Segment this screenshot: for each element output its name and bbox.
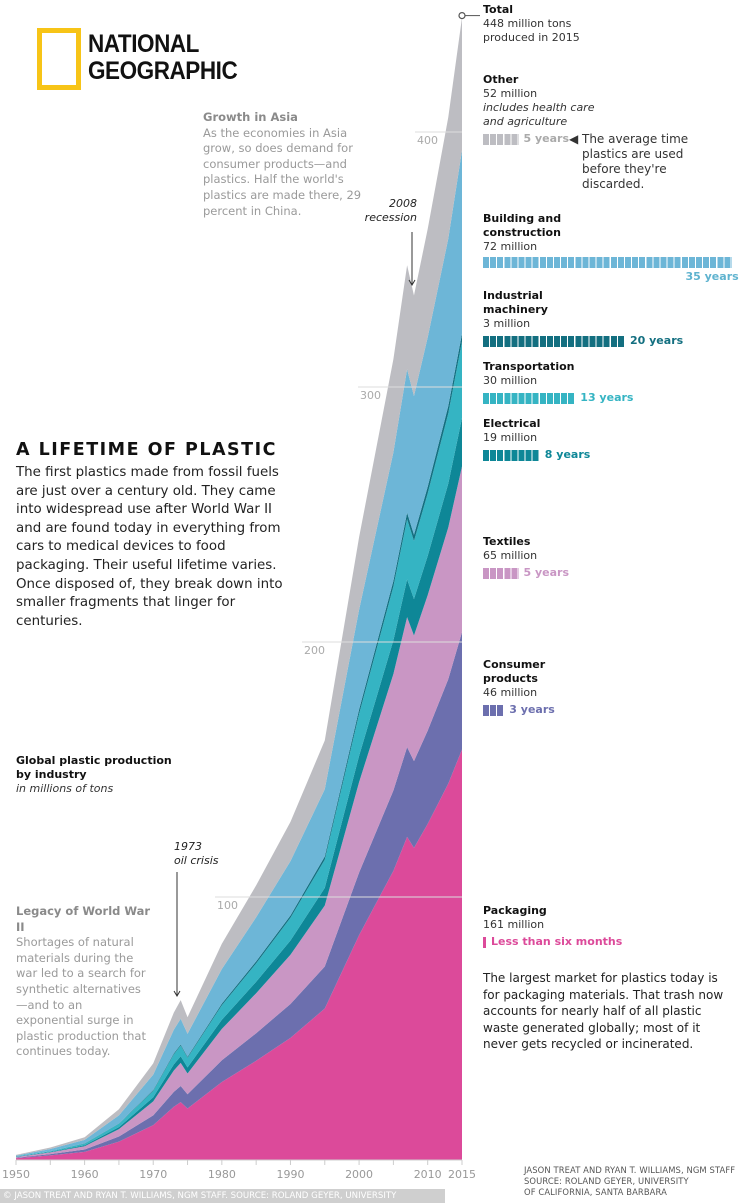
y-tick-label: 200: [304, 644, 325, 657]
national-geographic-logo-frame: [37, 28, 81, 90]
legend-amount: 3 million: [483, 317, 531, 330]
x-tick-label: 1950: [2, 1168, 30, 1181]
annotation-label: oil crisis: [174, 854, 219, 867]
lifetime-label: 5 years: [523, 566, 570, 579]
lifetime-label: 20 years: [630, 334, 684, 347]
lifetime-label: 5 years: [523, 132, 570, 145]
total-marker: [458, 12, 466, 20]
x-tick-label: 2015: [448, 1168, 476, 1181]
intro-text: The first plastics made from fossil fuel…: [16, 465, 283, 629]
watermark: © JASON TREAT AND RYAN T. WILLIAMS, NGM …: [0, 1189, 445, 1203]
legend-note: includes health care and agriculture: [483, 101, 595, 128]
lifetime-label: Less than six months: [491, 935, 623, 948]
area-other: [16, 17, 462, 1156]
lifetime-bar: [483, 257, 732, 268]
legacy-heading: Legacy of World War II: [16, 904, 151, 934]
lifetime-label: 8 years: [544, 448, 591, 461]
legend-amount: 161 million: [483, 918, 545, 931]
legend-amount: 52 million: [483, 87, 538, 100]
growth-asia-heading: Growth in Asia: [203, 110, 298, 124]
area-building-and-construction: [16, 150, 462, 1157]
legend-heading: Other: [483, 73, 519, 86]
y-tick-label: 300: [360, 389, 381, 402]
legend-amount: 19 million: [483, 431, 538, 444]
page-title: A LIFETIME OF PLASTIC: [16, 440, 277, 460]
x-tick-label: 2000: [345, 1168, 373, 1181]
legend-industrial-machinery: Industrial machinery 3 million 20 years: [483, 289, 743, 348]
legend-consumer-products: Consumer products 46 million 3 years: [483, 658, 743, 717]
legend-heading: Building and: [483, 212, 562, 225]
legend-heading: machinery: [483, 303, 548, 316]
area-transportation: [16, 341, 462, 1157]
legend-electrical: Electrical 19 million 8 years: [483, 417, 743, 462]
legend-heading: Electrical: [483, 417, 541, 430]
lifetime-bar: [483, 567, 519, 579]
legend-amount: 46 million: [483, 686, 538, 699]
growth-asia-note: Growth in Asia As the economies in Asia …: [203, 110, 378, 219]
y-tick-label: 400: [417, 134, 438, 147]
legend-heading: Transportation: [483, 360, 575, 373]
pointer-left-icon: ◀: [569, 132, 579, 146]
lifetime-bar: [483, 936, 486, 948]
legend-transportation: Transportation 30 million 13 years: [483, 360, 743, 405]
annotation-label: 2008: [389, 197, 417, 210]
total-label: Total 448 million tons produced in 2015: [483, 3, 580, 44]
legend-building-and-construction: Building and construction 72 million 35 ye…: [483, 212, 743, 284]
lifetime-label: 35 years: [685, 270, 739, 283]
legend-packaging: Packaging 161 million Less than six month…: [483, 904, 743, 949]
lifetime-bar: [483, 392, 576, 404]
legend-heading: Consumer: [483, 658, 546, 671]
legend-amount: 30 million: [483, 374, 538, 387]
arrow-down-icon: [173, 990, 181, 997]
legend-textiles: Textiles 65 million 5 years: [483, 535, 743, 580]
lifetime-bar: [483, 133, 519, 145]
packaging-note: The largest market for plastics today is…: [483, 971, 724, 1051]
lifetime-label: 13 years: [580, 391, 634, 404]
legend-heading: Textiles: [483, 535, 531, 548]
lifetime-bar: [483, 335, 625, 347]
growth-asia-text: As the economies in Asia grow, so does d…: [203, 125, 362, 218]
lifetime-label: 3 years: [509, 703, 555, 716]
legend-heading: construction: [483, 226, 561, 239]
lifetime-bar: [483, 704, 505, 716]
x-tick-label: 2010: [414, 1168, 442, 1181]
area-packaging: [16, 749, 462, 1160]
annotation-label: recession: [365, 211, 417, 224]
y-tick-label: 100: [217, 899, 238, 912]
legend-heading: Packaging: [483, 904, 547, 917]
legacy-text: Shortages of natural materials during th…: [16, 935, 146, 1059]
lifetime-bar: [483, 449, 540, 461]
area-textiles: [16, 466, 462, 1158]
credit: JASON TREAT AND RYAN T. WILLIAMS, NGM ST…: [524, 1165, 736, 1197]
legend-amount: 72 million: [483, 240, 538, 253]
legend-other: Other 52 million includes health care and a…: [483, 73, 743, 146]
area-electrical: [16, 417, 462, 1157]
chart-title: Global plastic production by industry in …: [16, 754, 172, 795]
legend-heading: products: [483, 672, 538, 685]
legend-heading: Industrial: [483, 289, 543, 302]
x-tick-label: 1990: [276, 1168, 304, 1181]
area-consumer-products: [16, 632, 462, 1159]
legend-amount: 65 million: [483, 549, 538, 562]
x-tick-label: 1980: [208, 1168, 236, 1181]
arrow-down-icon: [408, 279, 416, 286]
legacy-note: Legacy of World War II Shortages of natu…: [16, 904, 151, 1060]
lifetime-note: ◀ The average time plastics are used bef…: [569, 132, 689, 191]
national-geographic-logo: NATIONAL GEOGRAPHIC: [88, 30, 238, 85]
x-tick-label: 1970: [139, 1168, 167, 1181]
x-tick-label: 1960: [71, 1168, 99, 1181]
annotation-label: 1973: [174, 840, 202, 853]
